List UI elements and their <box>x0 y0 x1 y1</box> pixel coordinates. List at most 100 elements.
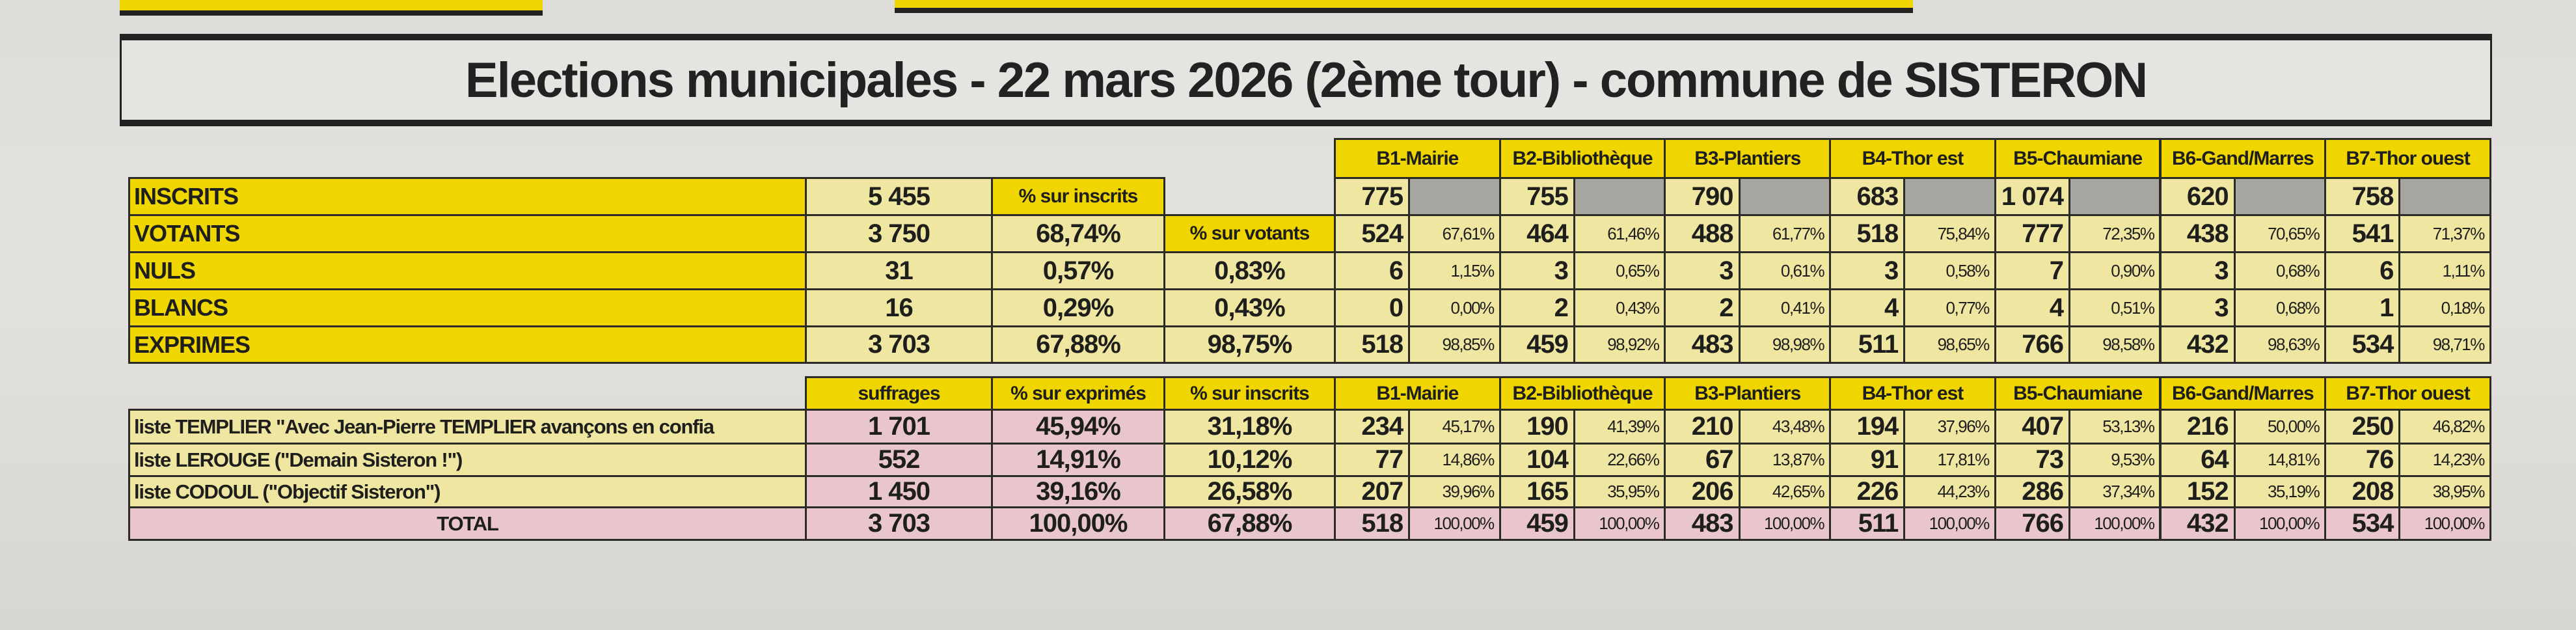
bureau-pct: 100,00% <box>2068 506 2162 541</box>
bureau-pct: 46,82% <box>2398 409 2491 445</box>
bureau-count: 524 <box>1334 214 1411 253</box>
bureau-pct: 41,39% <box>1573 409 1666 445</box>
bureau-header: B1-Mairie <box>1334 376 1501 411</box>
page-title: Elections municipales - 22 mars 2026 (2è… <box>120 34 2492 126</box>
empty-cell <box>1738 177 1832 216</box>
bureau-count: 3 <box>2159 251 2236 290</box>
list-name: liste TEMPLIER "Avec Jean-Pierre TEMPLIE… <box>128 409 807 445</box>
bureau-count: 483 <box>1664 325 1741 364</box>
pct-votants: 0,43% <box>1163 288 1336 327</box>
bureau-pct: 100,00% <box>1738 506 1832 541</box>
bureau-pct: 0,77% <box>1903 288 1996 327</box>
partial-table-top <box>895 0 1913 13</box>
bureau-count: 3 <box>1664 251 1741 290</box>
bureau-count: 3 <box>2159 288 2236 327</box>
pct-inscrits: 68,74% <box>991 214 1165 253</box>
bureau-pct: 14,81% <box>2233 443 2327 477</box>
list-name: liste CODOUL ("Objectif Sisteron") <box>128 475 807 508</box>
bureau-count: 683 <box>1829 177 1906 216</box>
row-label: EXPRIMES <box>128 325 807 364</box>
bureau-votes: 76 <box>2324 443 2401 477</box>
bureau-pct: 39,96% <box>1408 475 1501 508</box>
pct-exprimes: 39,16% <box>991 475 1165 508</box>
bureau-header: B6-Gand/Marres <box>2159 376 2327 411</box>
bureau-votes: 165 <box>1498 475 1575 508</box>
bureau-count: 432 <box>2159 325 2236 364</box>
pct-exprimes: 100,00% <box>991 506 1165 541</box>
bureau-pct: 38,95% <box>2398 475 2491 508</box>
row-label: INSCRITS <box>128 177 807 216</box>
bureau-count: 2 <box>1664 288 1741 327</box>
bureau-votes: 206 <box>1664 475 1741 508</box>
bureau-pct: 1,11% <box>2398 251 2491 290</box>
bureau-pct: 0,68% <box>2233 288 2327 327</box>
bureau-count: 6 <box>2324 251 2401 290</box>
bureau-count: 488 <box>1664 214 1741 253</box>
bureau-count: 775 <box>1334 177 1411 216</box>
row-label: BLANCS <box>128 288 807 327</box>
pct-inscrits: 67,88% <box>1163 506 1336 541</box>
bureau-count: 438 <box>2159 214 2236 253</box>
bureau-pct: 0,43% <box>1573 288 1666 327</box>
bureau-pct: 44,23% <box>1903 475 1996 508</box>
bureau-count: 534 <box>2324 325 2401 364</box>
bureau-votes: 64 <box>2159 443 2236 477</box>
bureau-count: 755 <box>1498 177 1575 216</box>
bureau-header: B5-Chaumiane <box>1994 138 2162 179</box>
bureau-votes: 104 <box>1498 443 1575 477</box>
bureau-header: B3-Plantiers <box>1664 138 1832 179</box>
bureau-pct: 37,34% <box>2068 475 2162 508</box>
bureau-header: B1-Mairie <box>1334 138 1501 179</box>
total-value: 16 <box>805 288 993 327</box>
bureau-count: 0 <box>1334 288 1411 327</box>
bureau-count: 1 074 <box>1994 177 2070 216</box>
bureau-pct: 98,58% <box>2068 325 2162 364</box>
bureau-votes: 208 <box>2324 475 2401 508</box>
bureau-votes: 250 <box>2324 409 2401 445</box>
bureau-header: B2-Bibliothèque <box>1498 376 1666 411</box>
total-label: TOTAL <box>128 506 807 541</box>
column-header: suffrages <box>805 376 993 411</box>
bureau-pct: 100,00% <box>2398 506 2491 541</box>
bureau-votes: 511 <box>1829 506 1906 541</box>
bureau-pct: 61,77% <box>1738 214 1832 253</box>
bureau-pct: 42,65% <box>1738 475 1832 508</box>
column-header: % sur votants <box>1163 214 1336 253</box>
bureau-votes: 226 <box>1829 475 1906 508</box>
bureau-pct: 98,63% <box>2233 325 2327 364</box>
suffrages: 1 450 <box>805 475 993 508</box>
bureau-votes: 407 <box>1994 409 2070 445</box>
bureau-pct: 71,37% <box>2398 214 2491 253</box>
total-value: 3 703 <box>805 325 993 364</box>
bureau-pct: 75,84% <box>1903 214 1996 253</box>
bureau-votes: 210 <box>1664 409 1741 445</box>
bureau-header: B5-Chaumiane <box>1994 376 2162 411</box>
bureau-count: 790 <box>1664 177 1741 216</box>
bureau-votes: 234 <box>1334 409 1411 445</box>
bureau-votes: 194 <box>1829 409 1906 445</box>
bureau-votes: 207 <box>1334 475 1411 508</box>
bureau-count: 541 <box>2324 214 2401 253</box>
column-header: % sur inscrits <box>1163 376 1336 411</box>
empty-cell <box>2068 177 2162 216</box>
bureau-pct: 70,65% <box>2233 214 2327 253</box>
list-name: liste LEROUGE ("Demain Sisteron !") <box>128 443 807 477</box>
pct-inscrits: 67,88% <box>991 325 1165 364</box>
bureau-pct: 0,00% <box>1408 288 1501 327</box>
pct-votants: 98,75% <box>1163 325 1336 364</box>
bureau-pct: 45,17% <box>1408 409 1501 445</box>
bureau-count: 2 <box>1498 288 1575 327</box>
bureau-votes: 73 <box>1994 443 2070 477</box>
bureau-pct: 0,41% <box>1738 288 1832 327</box>
bureau-pct: 98,65% <box>1903 325 1996 364</box>
pct-exprimes: 45,94% <box>991 409 1165 445</box>
partial-cell-top-left <box>120 0 543 16</box>
bureau-count: 511 <box>1829 325 1906 364</box>
bureau-votes: 459 <box>1498 506 1575 541</box>
pct-exprimes: 14,91% <box>991 443 1165 477</box>
pct-inscrits: 31,18% <box>1163 409 1336 445</box>
bureau-pct: 98,98% <box>1738 325 1832 364</box>
bureau-votes: 67 <box>1664 443 1741 477</box>
pct-inscrits: 26,58% <box>1163 475 1336 508</box>
empty-cell <box>1408 177 1501 216</box>
